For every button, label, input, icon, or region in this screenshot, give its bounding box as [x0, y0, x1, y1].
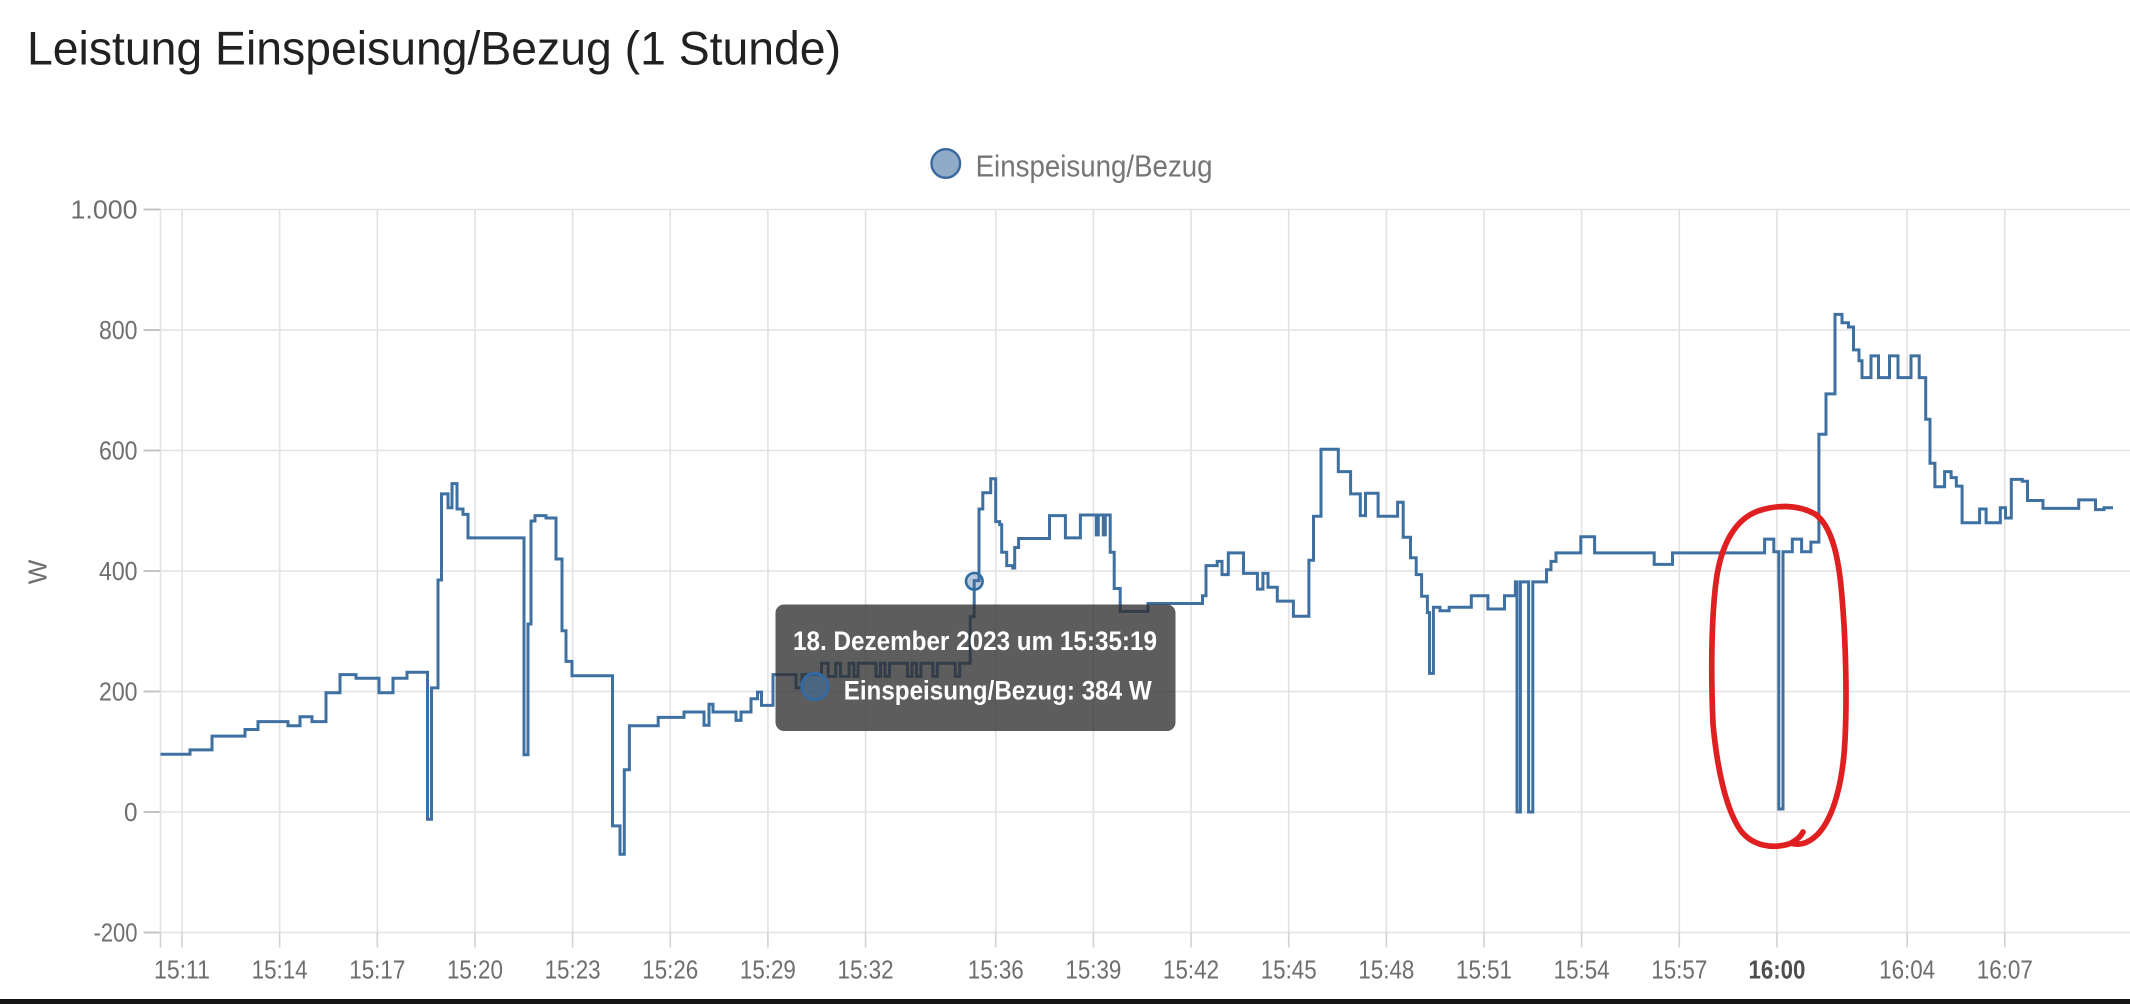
svg-text:-200: -200: [94, 918, 138, 948]
svg-text:15:29: 15:29: [740, 955, 796, 985]
svg-text:600: 600: [99, 436, 138, 466]
svg-text:16:04: 16:04: [1879, 955, 1935, 985]
svg-text:15:32: 15:32: [838, 955, 894, 985]
svg-text:800: 800: [99, 315, 138, 345]
svg-text:18. Dezember 2023 um 15:35:19: 18. Dezember 2023 um 15:35:19: [793, 626, 1157, 656]
svg-text:15:42: 15:42: [1163, 955, 1219, 985]
svg-text:15:11: 15:11: [154, 955, 210, 985]
svg-text:16:00: 16:00: [1748, 955, 1805, 985]
svg-text:400: 400: [99, 556, 138, 586]
svg-text:15:54: 15:54: [1554, 955, 1610, 985]
svg-text:15:45: 15:45: [1261, 955, 1317, 985]
svg-text:15:20: 15:20: [447, 955, 503, 985]
svg-text:15:36: 15:36: [968, 955, 1024, 985]
svg-text:1.000: 1.000: [71, 195, 138, 225]
svg-text:Leistung Einspeisung/Bezug (1: Leistung Einspeisung/Bezug (1 Stunde): [27, 23, 841, 76]
svg-text:15:14: 15:14: [252, 955, 308, 985]
svg-text:Einspeisung/Bezug: 384 W: Einspeisung/Bezug: 384 W: [844, 676, 1152, 706]
svg-text:W: W: [23, 559, 53, 584]
svg-text:0: 0: [124, 797, 138, 827]
svg-text:15:51: 15:51: [1456, 955, 1512, 985]
svg-text:15:57: 15:57: [1651, 955, 1707, 985]
svg-text:15:26: 15:26: [642, 955, 698, 985]
svg-text:200: 200: [99, 677, 138, 707]
svg-text:15:39: 15:39: [1065, 955, 1121, 985]
svg-text:15:17: 15:17: [349, 955, 405, 985]
svg-text:15:23: 15:23: [545, 955, 601, 985]
svg-text:16:07: 16:07: [1977, 955, 2033, 985]
svg-text:15:48: 15:48: [1358, 955, 1414, 985]
svg-text:Einspeisung/Bezug: Einspeisung/Bezug: [976, 149, 1213, 184]
